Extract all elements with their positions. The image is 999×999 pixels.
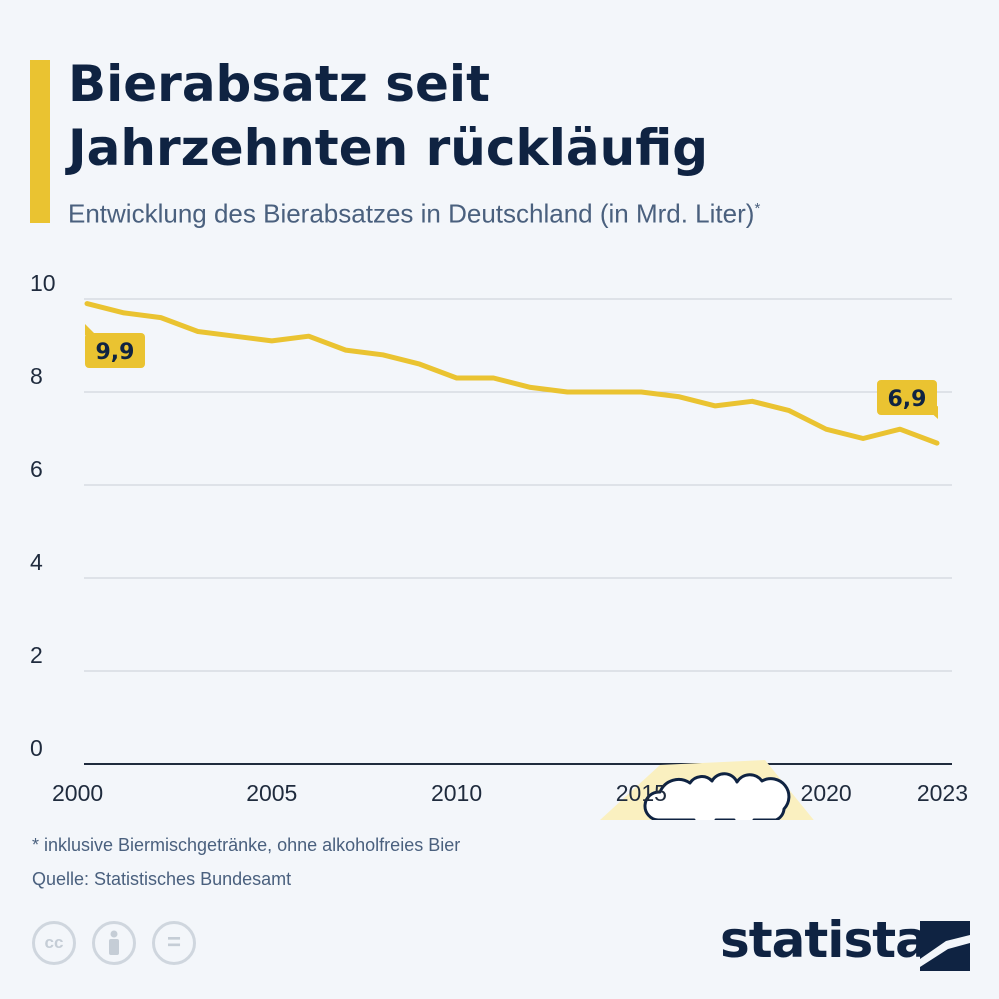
footnote: * inklusive Biermischgetränke, ohne alko…: [32, 835, 461, 855]
no-derivatives-icon[interactable]: =: [152, 921, 196, 965]
line-chart: 0 2 4 6 8 10 9,9 6,9 2000 2005 2010 2015 2020 2023: [30, 270, 968, 820]
data-label-box-0: [85, 333, 145, 368]
subtitle-footnote-mark: *: [754, 200, 761, 217]
subtitle-text: Entwicklung des Bierabsatzes in Deutschl…: [68, 198, 755, 229]
data-label-2000: 9,9: [96, 340, 135, 365]
x-tick-label-2020: 2020: [801, 780, 852, 806]
y-tick-label-10: 10: [30, 270, 56, 296]
y-tick-label-2: 2: [30, 642, 43, 668]
series-line: [84, 301, 940, 446]
beer-mug-foam: [643, 772, 791, 820]
x-tick-label-2005: 2005: [246, 780, 297, 806]
title-line-2: Jahrzehnten rückläufig: [68, 119, 709, 177]
data-label-tail-0: [85, 324, 96, 335]
data-label-2023: 6,9: [888, 387, 927, 412]
cc-icon[interactable]: cc: [32, 921, 76, 965]
chart-data-labels: 9,9 6,9: [85, 324, 938, 419]
y-tick-label-4: 4: [30, 549, 43, 575]
title-line-1: Bierabsatz seit: [68, 55, 490, 113]
chart-series: [84, 301, 940, 446]
chart-subtitle: Entwicklung des Bierabsatzes in Deutschl…: [68, 192, 760, 231]
y-tick-label-6: 6: [30, 456, 43, 482]
x-tick-label-2023: 2023: [917, 780, 968, 806]
statista-logo-icon: [920, 921, 970, 971]
x-tick-label-2015: 2015: [616, 780, 667, 806]
title-accent-bar: [30, 60, 50, 223]
source-note: Quelle: Statistisches Bundesamt: [32, 869, 292, 889]
x-axis-ticks: 2000 2005 2010 2015 2020 2023: [52, 780, 968, 806]
chart-title: Bierabsatz seit Jahrzehnten rückläufig: [68, 52, 708, 180]
chart-grid: 0 2 4 6 8 10: [30, 270, 952, 765]
y-tick-label-8: 8: [30, 363, 43, 389]
x-tick-label-2010: 2010: [431, 780, 482, 806]
x-tick-label-2000: 2000: [52, 780, 103, 806]
attribution-icon[interactable]: [92, 921, 136, 965]
y-tick-label-0: 0: [30, 735, 43, 761]
statista-logo[interactable]: statista: [720, 911, 970, 975]
beer-mug-icon: [600, 760, 814, 820]
data-label-box-1: [877, 380, 937, 415]
statista-wordmark: statista: [720, 911, 929, 969]
